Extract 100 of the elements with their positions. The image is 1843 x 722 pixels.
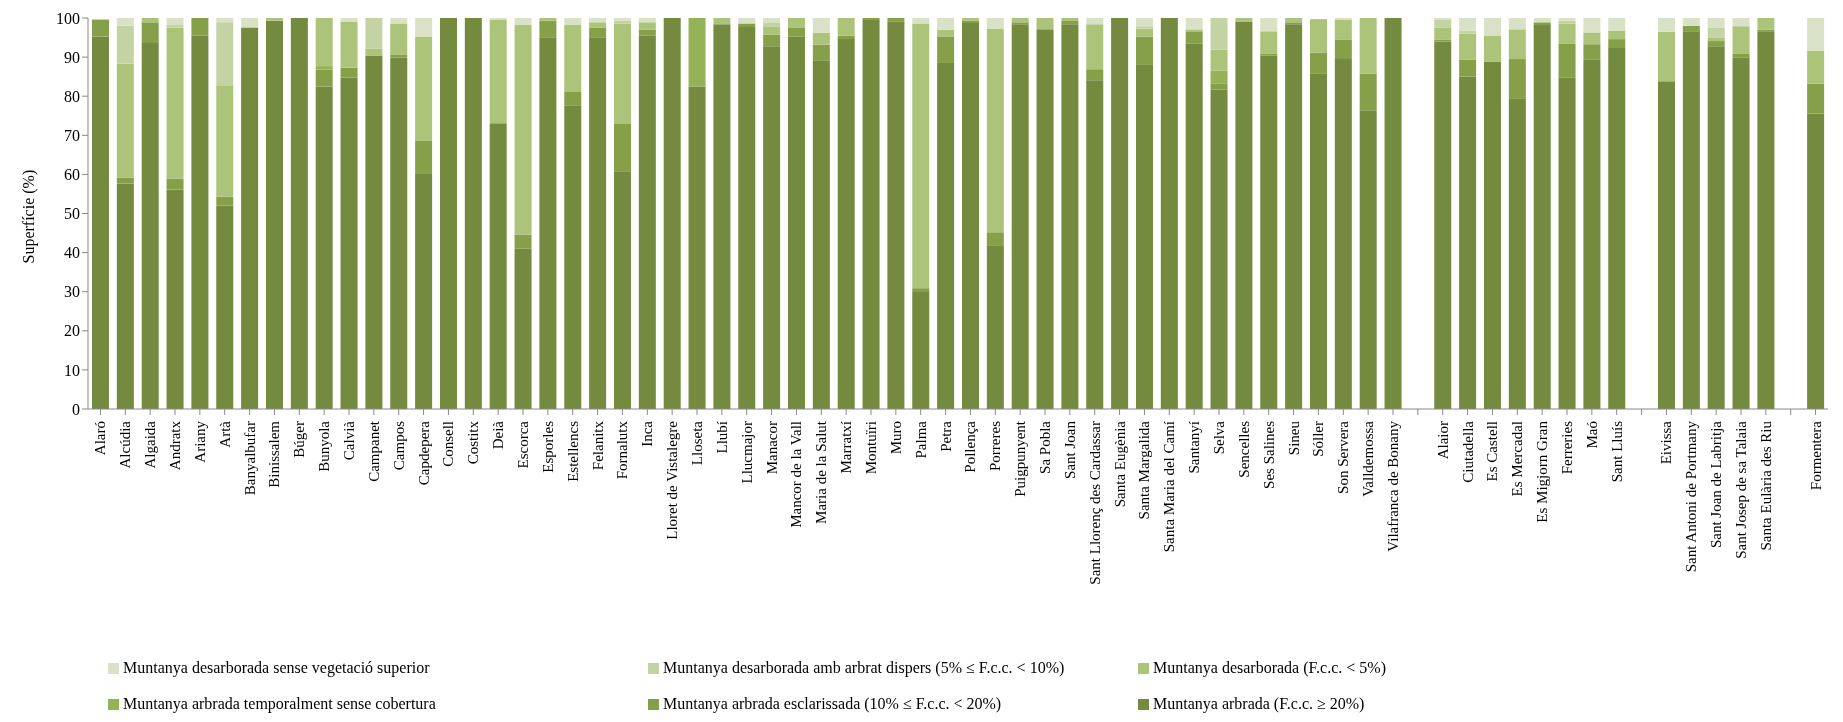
bar — [1309, 52, 1327, 74]
bar — [514, 25, 532, 235]
bar — [1135, 64, 1153, 409]
x-tick-label: Pollença — [962, 420, 979, 473]
bar — [1657, 81, 1675, 409]
bar — [738, 18, 756, 24]
bar — [986, 245, 1004, 409]
bar — [91, 36, 109, 409]
bar — [1707, 27, 1725, 38]
bar — [763, 22, 781, 27]
x-tick-label: Campos — [390, 420, 407, 471]
x-tick-label: Estellencs — [564, 420, 581, 482]
bar — [1459, 59, 1477, 77]
bar — [1459, 76, 1477, 409]
bar — [1235, 21, 1253, 409]
bar — [613, 171, 631, 409]
x-tick-label: Sant Joan — [1061, 420, 1078, 479]
bar — [1459, 30, 1477, 34]
x-tick-label: Algaida — [142, 420, 159, 469]
bar — [638, 18, 656, 23]
y-axis-title: Superfície (%) — [19, 169, 38, 264]
x-tick-label: Deià — [490, 420, 507, 450]
bar — [1459, 33, 1477, 60]
bar — [315, 69, 333, 87]
bar — [315, 18, 333, 67]
x-tick-label: Sóller — [1310, 421, 1327, 457]
bar — [265, 20, 283, 409]
bar — [1235, 18, 1253, 22]
x-tick-label: Sant Lluís — [1608, 420, 1625, 483]
bar — [1483, 18, 1501, 36]
bar — [1011, 18, 1029, 23]
y-tick-label: 60 — [64, 166, 80, 184]
bar — [1608, 18, 1626, 31]
x-tick-label: Marratxí — [838, 421, 855, 474]
x-tick-label: Maó — [1583, 421, 1600, 449]
bar — [1210, 70, 1228, 84]
bar — [912, 18, 930, 24]
bar — [539, 18, 557, 21]
x-tick-label: Manacor — [763, 421, 780, 475]
bar — [1533, 18, 1551, 23]
bar — [1807, 83, 1825, 114]
x-tick-label: Sant Josep de sa Talaia — [1733, 420, 1749, 559]
bar — [1657, 31, 1675, 82]
x-tick-label: Muro — [887, 421, 904, 455]
bar — [961, 23, 979, 409]
bar — [713, 24, 731, 409]
x-tick-label: Puigpunyent — [1012, 420, 1029, 497]
bar — [1210, 49, 1228, 71]
x-tick-label: Santa Maria del Camí — [1161, 421, 1178, 553]
bar — [415, 18, 433, 37]
x-tick-label: Llubí — [713, 421, 730, 454]
bar — [738, 23, 756, 27]
bar — [1583, 59, 1601, 409]
x-tick-label: Sant Llorenç des Cardassar — [1086, 421, 1103, 585]
bar — [663, 18, 681, 409]
bar — [340, 21, 358, 68]
bar — [166, 18, 184, 26]
x-tick-label: Ferreries — [1559, 420, 1575, 475]
bar — [514, 248, 532, 409]
x-tick-label: Binissalem — [266, 420, 283, 488]
bar — [862, 19, 880, 409]
x-tick-label: Bunyola — [316, 420, 333, 472]
bar — [1707, 18, 1725, 28]
bar — [912, 292, 930, 409]
bar — [1011, 24, 1029, 409]
x-tick-label: Sant Antoni de Portmany — [1683, 420, 1700, 573]
bar — [415, 140, 433, 175]
x-tick-label: Porreres — [987, 420, 1004, 471]
bar — [713, 18, 731, 25]
bar — [241, 27, 259, 409]
bar — [1185, 31, 1203, 44]
bar — [1682, 25, 1700, 32]
bar — [191, 18, 209, 36]
bar — [613, 123, 631, 172]
bar — [116, 18, 134, 26]
bar — [1483, 35, 1501, 62]
bar — [539, 20, 557, 38]
bar — [688, 86, 706, 409]
bar — [439, 18, 457, 409]
bar — [1434, 19, 1452, 28]
bar — [887, 18, 905, 22]
x-tick-label: Andratx — [167, 420, 183, 471]
bar — [1434, 27, 1452, 40]
bar — [216, 85, 234, 197]
bar — [1210, 83, 1228, 90]
bar — [1508, 18, 1526, 30]
bar — [589, 27, 607, 38]
y-tick-label: 100 — [56, 9, 80, 27]
bar — [589, 22, 607, 28]
bar — [1732, 26, 1750, 54]
x-tick-label: Capdepera — [415, 420, 432, 486]
bar — [191, 35, 209, 409]
x-tick-label: Santanyí — [1186, 421, 1203, 474]
bar — [763, 26, 781, 35]
bar — [1086, 69, 1104, 81]
bar — [1459, 18, 1477, 31]
bar — [613, 23, 631, 124]
bar — [812, 18, 830, 33]
bar — [787, 27, 805, 37]
bar — [1185, 18, 1203, 30]
